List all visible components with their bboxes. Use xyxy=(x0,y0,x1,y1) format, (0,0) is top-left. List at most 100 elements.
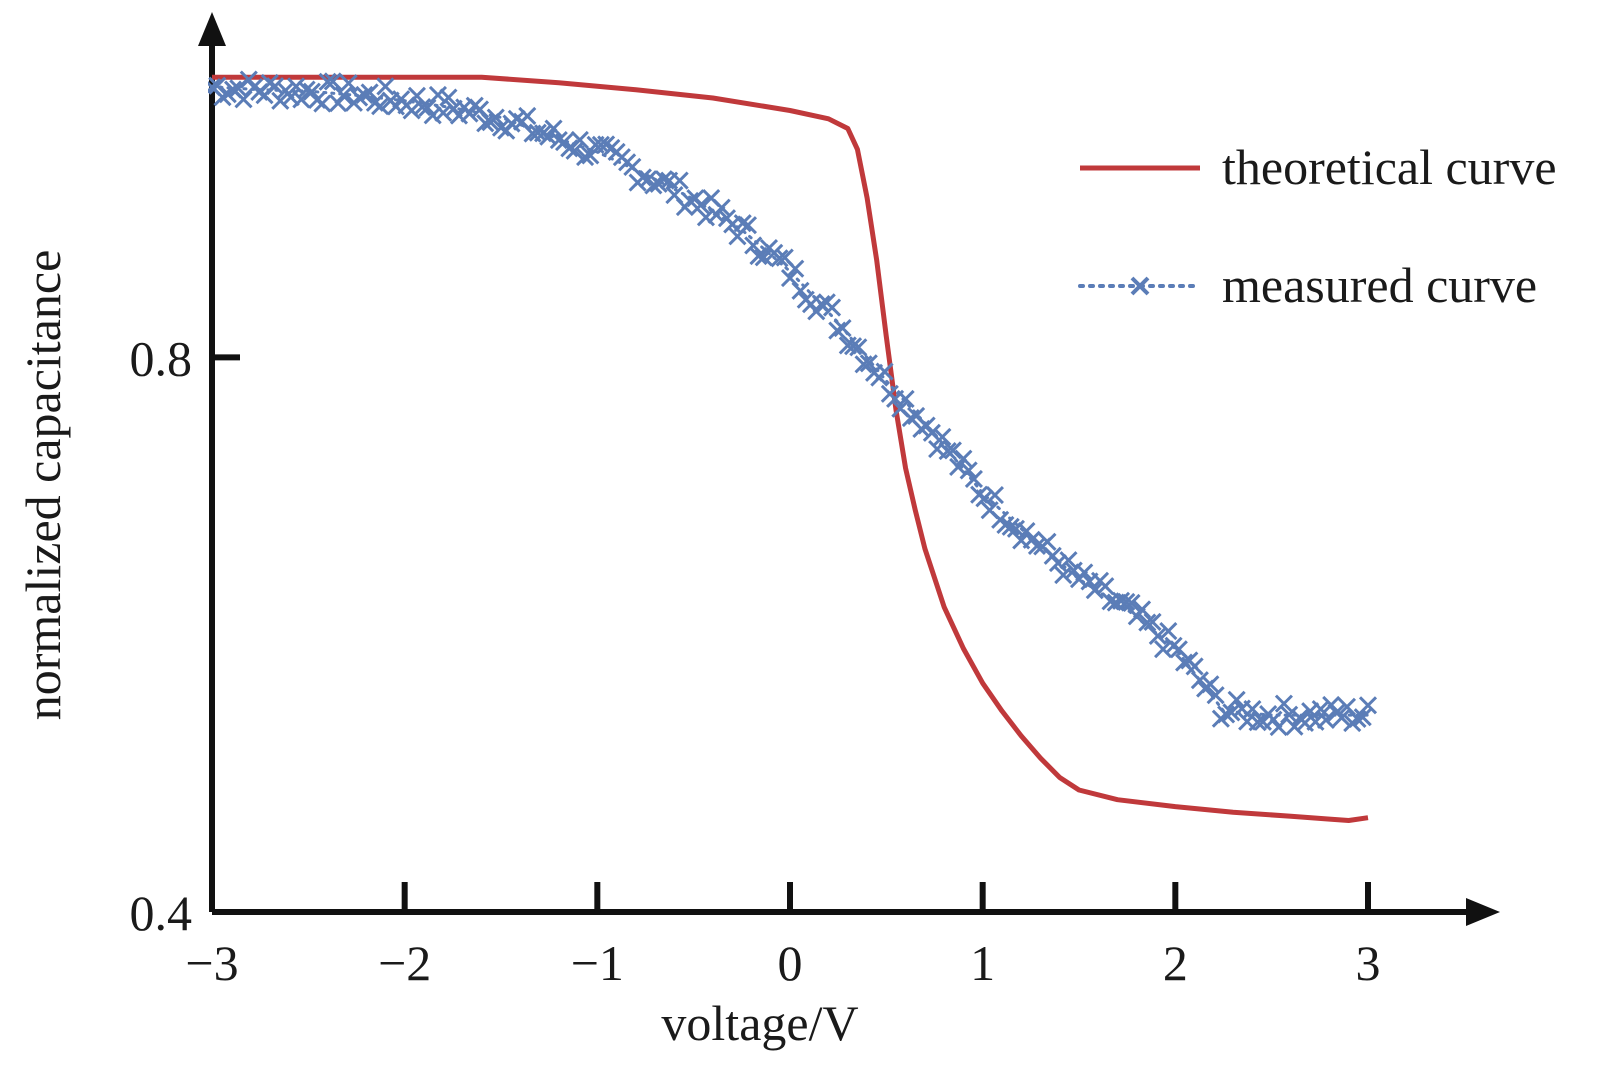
measured-point xyxy=(1280,705,1299,724)
x-axis-arrowhead xyxy=(1466,898,1500,926)
measured-point xyxy=(339,74,358,93)
measured-point xyxy=(1154,640,1173,659)
legend: theoretical curve measured curve xyxy=(1078,139,1557,313)
measured-point xyxy=(518,106,537,125)
measured-point xyxy=(691,196,710,215)
measured-point xyxy=(1175,653,1194,672)
measured-point xyxy=(486,108,505,127)
measured-point xyxy=(1316,710,1336,730)
measured-point xyxy=(964,469,983,488)
measured-point xyxy=(1358,696,1378,715)
measured-point xyxy=(733,214,752,233)
measured-point xyxy=(371,97,390,116)
measured-point xyxy=(696,208,715,227)
y-tick-label: 0.4 xyxy=(130,885,193,941)
measured-point xyxy=(1075,563,1094,582)
measured-point xyxy=(1348,709,1367,729)
measured-point xyxy=(1285,717,1304,736)
measured-point xyxy=(1311,700,1330,719)
measured-point xyxy=(434,103,453,122)
measured-point xyxy=(681,191,700,210)
measured-point xyxy=(922,423,941,442)
x-tick-label: 2 xyxy=(1163,935,1188,991)
measured-point xyxy=(507,109,526,128)
measured-point xyxy=(1322,695,1341,714)
legend-label-theoretical: theoretical curve xyxy=(1222,139,1557,195)
measured-point xyxy=(849,338,868,357)
measured-point xyxy=(1332,708,1351,727)
measured-point xyxy=(1217,705,1236,724)
measured-point xyxy=(1159,622,1178,641)
measured-point xyxy=(1248,713,1267,732)
measured-point xyxy=(975,489,994,508)
measured-point xyxy=(786,259,805,278)
measured-point xyxy=(1185,657,1204,676)
measured-point xyxy=(812,294,831,314)
measured-point xyxy=(1243,699,1262,719)
measured-point xyxy=(570,130,589,150)
series-markers-measured xyxy=(208,70,1378,737)
measured-point xyxy=(213,88,232,107)
measured-point xyxy=(402,101,421,120)
measured-point xyxy=(859,354,878,373)
measured-point xyxy=(591,135,610,154)
measured-point xyxy=(360,83,379,102)
measured-point xyxy=(654,170,673,189)
measured-point xyxy=(491,118,511,137)
measured-point xyxy=(1085,581,1104,600)
measured-point xyxy=(943,441,962,460)
x-tick-label: 1 xyxy=(970,935,995,991)
measured-point xyxy=(738,216,758,235)
measured-point xyxy=(1017,521,1036,541)
measured-point xyxy=(754,248,773,267)
measured-point xyxy=(428,85,448,105)
measured-point xyxy=(712,198,731,217)
x-tick-label: 3 xyxy=(1356,935,1381,991)
y-axis-arrowhead xyxy=(198,12,226,46)
measured-point xyxy=(1117,592,1136,612)
measured-point xyxy=(1059,551,1078,570)
measured-point xyxy=(1138,613,1157,632)
measured-point xyxy=(1006,519,1026,538)
measured-point xyxy=(1274,694,1293,713)
measured-point xyxy=(1190,671,1209,690)
x-axis-label: voltage/V xyxy=(661,995,858,1051)
measured-point xyxy=(329,94,348,113)
measured-point xyxy=(439,88,458,107)
measured-point xyxy=(896,389,915,408)
measured-point xyxy=(770,249,789,268)
measured-point xyxy=(954,449,973,468)
measured-point xyxy=(470,100,490,119)
measured-point xyxy=(996,515,1015,535)
measured-point xyxy=(1227,690,1246,709)
measured-point xyxy=(1096,577,1115,596)
measured-point xyxy=(265,77,285,96)
measured-point xyxy=(644,176,663,195)
measured-point xyxy=(376,77,395,96)
measured-point xyxy=(1353,708,1372,727)
x-tick-label: −3 xyxy=(185,935,238,991)
measured-point xyxy=(323,72,342,91)
measured-point xyxy=(949,457,968,476)
measured-point xyxy=(749,246,768,266)
measured-point xyxy=(1048,553,1068,573)
measured-point xyxy=(1001,517,1020,536)
measured-point xyxy=(985,485,1004,505)
measured-point xyxy=(287,77,306,96)
measured-point xyxy=(476,114,495,133)
y-axis-ticks: 0.4 0.8 xyxy=(130,330,240,941)
measured-point xyxy=(539,127,558,146)
measured-point xyxy=(1148,626,1167,645)
measured-point xyxy=(875,362,894,381)
measured-point xyxy=(413,97,432,117)
measured-point xyxy=(423,106,442,125)
series-layer xyxy=(208,70,1378,823)
measured-point xyxy=(460,104,479,123)
legend-marker-measured xyxy=(1130,276,1150,296)
y-axis-label: normalized capacitance xyxy=(15,250,71,721)
measured-point xyxy=(292,90,311,109)
series-line-theoretical xyxy=(212,74,1369,823)
measured-point xyxy=(1027,536,1047,556)
x-tick-label: −1 xyxy=(571,935,624,991)
